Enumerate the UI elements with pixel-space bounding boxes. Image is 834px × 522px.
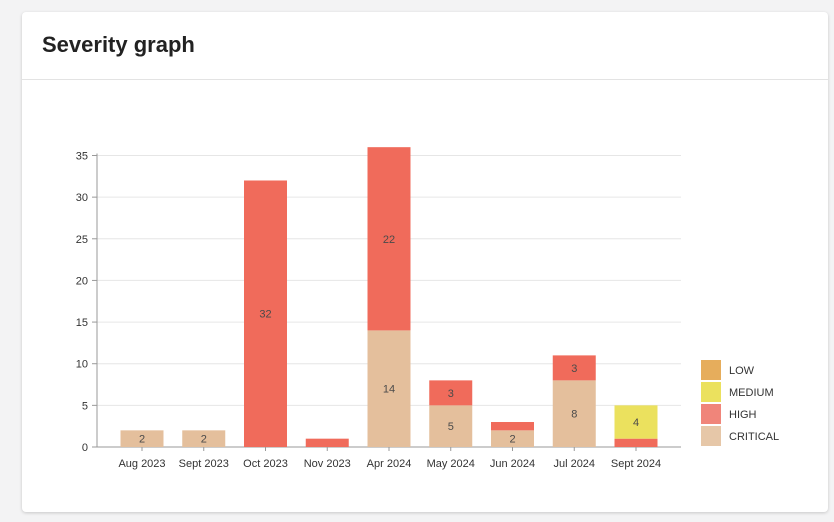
y-tick-label: 5 [82,400,88,412]
severity-card: Severity graph [22,12,828,512]
data-label: 2 [509,434,515,446]
bar-critical[interactable] [429,405,473,447]
bar-high[interactable] [552,355,596,381]
bar-high[interactable] [305,438,349,447]
bar-critical[interactable] [367,330,411,447]
x-tick-label: Sept 2023 [179,458,229,470]
bar-critical[interactable] [552,380,596,447]
legend-label-low[interactable]: LOW [729,365,755,377]
y-tick-label: 15 [76,317,88,329]
legend-swatch-critical[interactable] [701,426,721,446]
legend-swatch-low[interactable] [701,360,721,380]
y-tick-label: 25 [76,234,88,246]
y-tick-label: 0 [82,442,88,454]
bar-high[interactable] [367,147,411,331]
x-tick-label: Jul 2024 [553,458,595,470]
bar-high[interactable] [614,438,658,447]
bar-high[interactable] [244,180,287,447]
data-label: 4 [633,417,639,429]
x-tick-label: May 2024 [427,458,475,470]
legend-label-high[interactable]: HIGH [729,409,757,421]
legend-swatch-high[interactable] [701,404,721,424]
bar-high[interactable] [429,380,473,406]
y-tick-label: 35 [76,151,88,163]
x-tick-label: Apr 2024 [367,458,412,470]
data-label: 5 [448,421,454,433]
bar-critical[interactable] [491,430,534,447]
bar-high[interactable] [491,422,534,431]
y-tick-label: 30 [76,192,88,204]
x-tick-label: Oct 2023 [243,458,288,470]
y-tick-label: 20 [76,275,88,287]
card-title: Severity graph [42,32,195,57]
data-label: 32 [259,309,271,321]
legend-label-medium[interactable]: MEDIUM [729,387,774,399]
data-label: 14 [383,384,395,396]
data-label: 2 [201,434,207,446]
y-tick-label: 10 [76,359,88,371]
data-label: 2 [139,434,145,446]
x-tick-label: Jun 2024 [490,458,535,470]
bar-critical[interactable] [182,430,226,447]
data-label: 3 [448,388,454,400]
bar-critical[interactable] [120,430,164,447]
card-header: Severity graph [22,12,828,80]
bar-medium[interactable] [614,405,658,439]
x-tick-label: Aug 2023 [118,458,165,470]
data-label: 8 [571,409,577,421]
x-tick-label: Sept 2024 [611,458,661,470]
x-tick-label: Nov 2023 [304,458,351,470]
legend-swatch-medium[interactable] [701,382,721,402]
data-label: 22 [383,234,395,246]
data-label: 3 [571,363,577,375]
legend-label-critical[interactable]: CRITICAL [729,431,779,443]
